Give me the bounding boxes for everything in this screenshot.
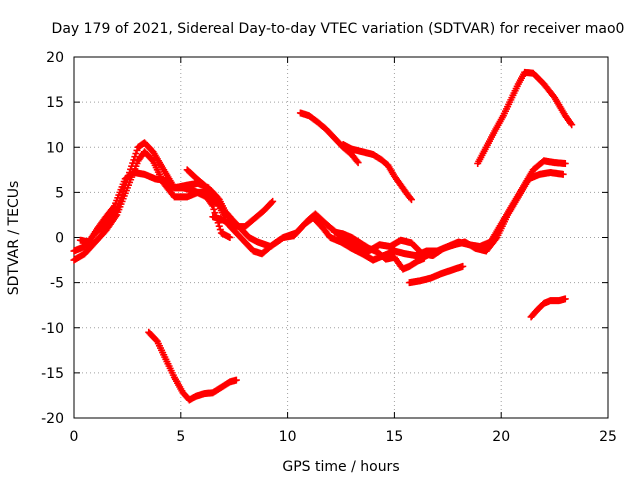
series-arc-10: [474, 68, 576, 167]
data-point: [210, 205, 218, 213]
y-tick-label: 20: [46, 50, 64, 66]
y-tick-label: 10: [46, 140, 64, 156]
series-arc-6: [331, 228, 428, 273]
series-arc-11: [145, 328, 240, 404]
data-point: [132, 150, 140, 158]
data-point: [129, 159, 137, 167]
series-arc-2: [70, 139, 567, 260]
chart-title: Day 179 of 2021, Sidereal Day-to-day VTE…: [52, 21, 625, 37]
data-point: [354, 159, 362, 167]
data-point: [567, 119, 575, 127]
data-point: [561, 295, 569, 303]
data-point: [115, 200, 123, 208]
data-point: [406, 194, 414, 202]
x-axis-label: GPS time / hours: [282, 459, 399, 475]
data-point: [130, 156, 138, 164]
data-point: [131, 153, 139, 161]
data-point: [215, 222, 223, 230]
data-point: [216, 226, 224, 234]
grid: [74, 57, 608, 418]
series-arc-12: [527, 295, 569, 321]
x-tick-label: 15: [385, 429, 403, 445]
x-tick-label: 20: [492, 429, 510, 445]
data-point: [110, 203, 118, 211]
data-point: [133, 146, 141, 154]
y-axis-label: SDTVAR / TECUs: [6, 181, 22, 296]
data-point: [232, 376, 240, 384]
data-series: [70, 68, 576, 404]
x-tick-label: 0: [70, 429, 79, 445]
data-point: [226, 213, 234, 221]
x-tick-label: 25: [599, 429, 617, 445]
data-point: [225, 212, 233, 220]
y-tick-label: 15: [46, 95, 64, 111]
series-arc-8: [296, 109, 362, 167]
y-tick-label: -10: [41, 321, 64, 337]
x-tick-label: 10: [279, 429, 297, 445]
data-point: [128, 162, 136, 170]
y-tick-label: -20: [41, 411, 64, 427]
axis-ticks: 0 5 10 15 20 25 -20 -15 -10 -5 0 5 10 15 20: [41, 50, 617, 445]
series-arc-5: [183, 166, 234, 221]
data-point: [420, 254, 428, 262]
y-tick-label: 0: [55, 231, 64, 247]
data-point: [268, 199, 276, 207]
data-point: [353, 157, 361, 165]
data-point: [269, 197, 277, 205]
series-arc-4: [209, 197, 277, 231]
data-point: [492, 235, 500, 243]
data-point: [559, 170, 567, 178]
data-point: [226, 234, 234, 241]
data-point: [407, 196, 415, 204]
data-point: [208, 200, 216, 208]
data-point: [209, 202, 217, 210]
series-arc-7: [405, 262, 467, 287]
series-arc-9: [339, 141, 415, 204]
y-tick-label: 5: [55, 185, 64, 201]
y-tick-label: -15: [41, 366, 64, 382]
x-tick-label: 5: [176, 429, 185, 445]
data-point: [459, 262, 467, 270]
data-point: [561, 159, 569, 167]
series-arc-1: [70, 148, 569, 264]
data-point: [568, 121, 576, 129]
y-tick-label: -5: [50, 276, 64, 292]
